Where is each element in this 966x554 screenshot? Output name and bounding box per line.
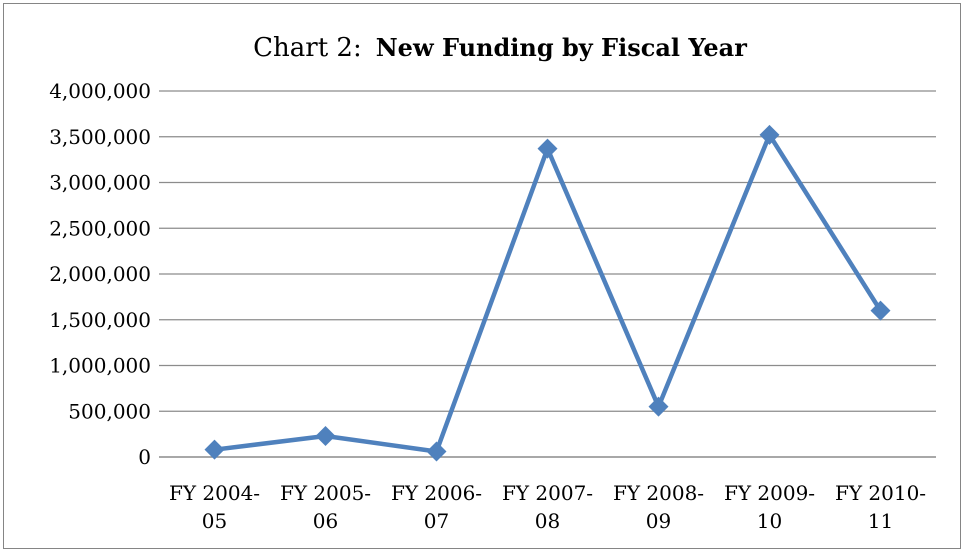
data-point-marker	[759, 124, 780, 145]
data-point-marker	[870, 300, 891, 321]
x-tick-label: FY 2010-11	[835, 481, 926, 533]
chart-title-prefix: Chart 2:	[253, 33, 362, 63]
x-tick-label: FY 2009-10	[724, 481, 815, 533]
y-tick-label: 1,500,000	[49, 308, 151, 332]
data-point-marker	[648, 396, 669, 417]
chart-title-main: New Funding by Fiscal Year	[376, 33, 747, 62]
x-axis-tick-labels: FY 2004-05 FY 2005-06 FY 2006-07 FY 2007-08…	[169, 481, 926, 533]
series-layer	[204, 124, 891, 462]
x-tick-label: FY 2006-07	[391, 481, 482, 533]
y-axis-tick-labels: 0 500,000 1,000,000 1,500,000 2,000,000 2,500…	[49, 79, 151, 469]
data-point-marker	[315, 425, 336, 446]
x-tick-label: FY 2005-06	[280, 481, 371, 533]
y-tick-label: 2,000,000	[49, 262, 151, 286]
x-tick-label: FY 2004-05	[169, 481, 260, 533]
data-point-marker	[426, 441, 447, 462]
x-tick-label: FY 2007-08	[502, 481, 593, 533]
x-tick-label: FY 2008-09	[613, 481, 704, 533]
y-tick-label: 500,000	[68, 399, 151, 423]
data-point-marker	[204, 439, 225, 460]
chart-frame: Chart 2: New Funding by Fiscal Year 0 500,…	[3, 3, 961, 549]
y-tick-label: 1,000,000	[49, 354, 151, 378]
y-tick-label: 3,500,000	[49, 125, 151, 149]
chart-title: Chart 2: New Funding by Fiscal Year	[253, 33, 747, 63]
y-tick-label: 3,000,000	[49, 171, 151, 195]
chart-svg: Chart 2: New Funding by Fiscal Year 0 500,…	[49, 33, 936, 533]
grid-layer	[159, 90, 936, 458]
y-tick-label: 0	[138, 445, 151, 469]
y-tick-label: 4,000,000	[49, 79, 151, 103]
data-point-marker	[537, 138, 558, 159]
y-tick-label: 2,500,000	[49, 216, 151, 240]
